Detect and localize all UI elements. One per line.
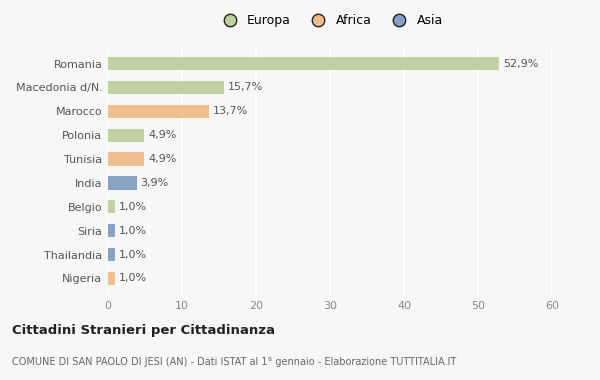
Bar [108,200,115,214]
Text: COMUNE DI SAN PAOLO DI JESI (AN) - Dati ISTAT al 1° gennaio - Elaborazione TUTTI: COMUNE DI SAN PAOLO DI JESI (AN) - Dati … [12,357,456,367]
Bar [108,81,224,94]
Bar [108,105,209,118]
Bar [108,272,115,285]
Text: 52,9%: 52,9% [503,59,539,68]
Bar [108,224,115,237]
Bar [108,248,115,261]
Text: 1,0%: 1,0% [119,202,147,212]
Text: 1,0%: 1,0% [119,274,147,283]
Text: 13,7%: 13,7% [213,106,248,116]
Text: 4,9%: 4,9% [148,154,176,164]
Bar [108,176,137,190]
Bar [108,57,499,70]
Bar [108,152,144,166]
Text: 4,9%: 4,9% [148,130,176,140]
Text: 1,0%: 1,0% [119,226,147,236]
Legend: Europa, Africa, Asia: Europa, Africa, Asia [212,9,448,32]
Text: 3,9%: 3,9% [140,178,169,188]
Text: 15,7%: 15,7% [228,82,263,92]
Bar [108,128,144,142]
Text: 1,0%: 1,0% [119,250,147,260]
Text: Cittadini Stranieri per Cittadinanza: Cittadini Stranieri per Cittadinanza [12,325,275,337]
